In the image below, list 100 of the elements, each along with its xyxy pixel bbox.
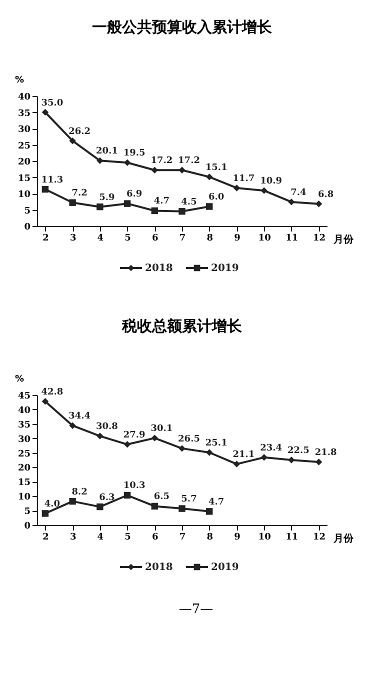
chart-title: 税收总额累计增长 (121, 317, 243, 335)
point (315, 458, 322, 466)
x-tick-label: 10 (258, 234, 271, 244)
y-tick-label: 40 (18, 92, 30, 102)
point (124, 441, 131, 448)
text: 5.7 (181, 494, 197, 505)
y-tick-label: 15 (18, 478, 30, 488)
point (151, 434, 158, 442)
point (178, 208, 186, 215)
point (69, 422, 76, 429)
text: 4.7 (154, 196, 170, 207)
text: 26.5 (178, 434, 200, 444)
point (96, 503, 104, 510)
point (315, 200, 322, 208)
point (151, 502, 158, 510)
text: 6.0 (208, 192, 224, 202)
y-tick-label: 15 (18, 174, 30, 184)
y-axis-title: % (14, 76, 24, 86)
y-tick-label: 20 (18, 158, 30, 168)
x-tick-label: 3 (70, 234, 76, 244)
y-axis-title: % (14, 374, 24, 384)
point (69, 137, 76, 144)
point (178, 445, 186, 452)
text: 10.3 (123, 481, 146, 492)
text: 27.9 (123, 430, 146, 440)
point (206, 449, 213, 456)
text: 19.5 (123, 148, 146, 159)
x-tick-label: 12 (313, 234, 326, 244)
text: 8.2 (72, 487, 88, 498)
x-tick-label: 9 (234, 234, 240, 244)
x-tick-label: 10 (258, 532, 271, 542)
legend-label: 2019 (211, 562, 239, 573)
point (124, 492, 131, 499)
point (206, 203, 213, 210)
point (178, 166, 186, 174)
y-tick-label: 5 (24, 507, 30, 518)
y-tick-label: 10 (18, 190, 30, 200)
text: 4.5 (181, 197, 197, 208)
point (260, 187, 268, 194)
text: 6.8 (318, 190, 334, 200)
x-tick-label: 2 (42, 532, 49, 542)
text: 7.2 (72, 188, 88, 199)
point (233, 184, 240, 192)
point (206, 174, 213, 180)
x-tick-label: 4 (97, 234, 104, 244)
y-tick-label: 30 (18, 434, 30, 445)
text: 30.1 (150, 424, 173, 434)
text: 42.8 (41, 387, 64, 398)
text: 20.1 (96, 146, 118, 157)
x-tick-label: 8 (206, 234, 213, 244)
text: —7— (178, 602, 214, 617)
x-axis-title: 月份 (332, 532, 354, 544)
point (206, 508, 213, 515)
point (42, 398, 49, 405)
x-tick-label: 12 (313, 532, 326, 542)
y-tick-label: 0 (24, 522, 30, 532)
x-tick-label: 4 (97, 532, 104, 542)
y-tick-label: 45 (18, 392, 30, 402)
point (151, 166, 158, 174)
point (42, 510, 49, 517)
text: 11.3 (41, 175, 64, 186)
text: 6.9 (126, 190, 142, 200)
text: 11.7 (232, 174, 255, 184)
point (96, 157, 104, 164)
text: 34.4 (68, 412, 91, 422)
point (69, 199, 76, 206)
y-tick-label: 30 (18, 125, 30, 135)
text: 17.2 (150, 156, 173, 166)
legend-label: 2018 (145, 562, 173, 573)
y-tick-label: 35 (18, 420, 30, 430)
x-tick-label: 6 (152, 532, 158, 542)
x-tick-label: 9 (234, 532, 240, 542)
text: 4.0 (44, 499, 60, 510)
text: 10.9 (260, 176, 282, 187)
x-tick-label: 11 (286, 532, 298, 542)
text: 15.1 (205, 162, 228, 173)
text: 6.5 (154, 492, 170, 502)
text: 17.2 (178, 156, 200, 166)
point (288, 456, 295, 464)
text: 4.7 (208, 497, 224, 508)
point (69, 498, 76, 505)
y-tick-label: 20 (18, 464, 30, 474)
legend-label: 2019 (211, 263, 239, 274)
text: 23.4 (260, 443, 282, 454)
x-tick-label: 7 (179, 532, 186, 542)
text: 30.8 (96, 422, 118, 432)
text: 25.1 (205, 438, 228, 448)
x-tick-label: 5 (124, 234, 131, 244)
x-tick-label: 2 (42, 234, 49, 244)
point (42, 186, 49, 193)
y-tick-label: 10 (18, 492, 30, 503)
x-tick-label: 6 (152, 234, 158, 244)
x-axis-title: 月份 (332, 234, 354, 246)
point (42, 108, 49, 116)
y-tick-label: 35 (18, 108, 30, 119)
legend-label: 2018 (145, 263, 173, 274)
y-tick-label: 25 (18, 449, 30, 460)
y-tick-label: 25 (18, 141, 30, 152)
y-tick-label: 5 (24, 206, 30, 216)
point (178, 505, 186, 512)
